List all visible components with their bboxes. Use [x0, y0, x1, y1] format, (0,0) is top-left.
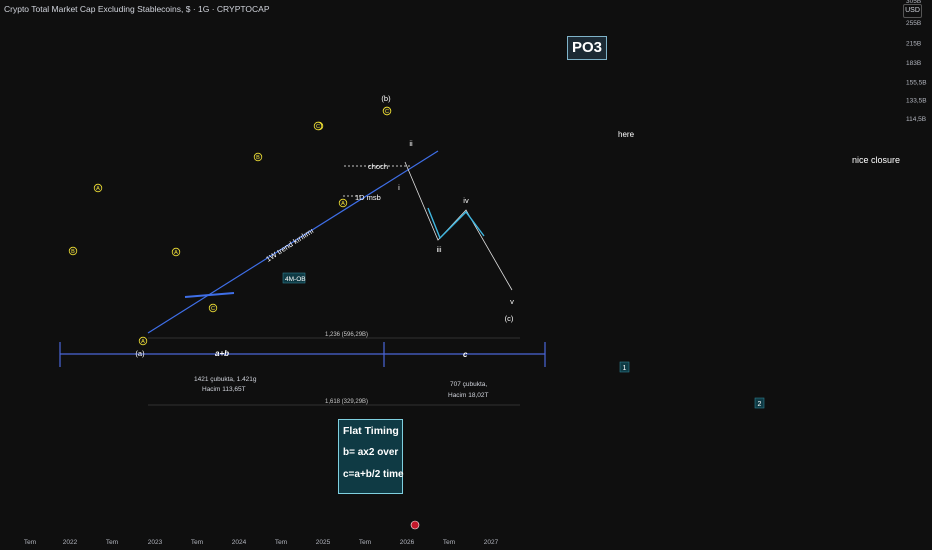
moving-average-series	[147, 150, 439, 334]
measure-c-bars: 707 çubukta,	[450, 381, 487, 388]
wave-circle-label: A	[141, 339, 145, 345]
x-tick-label: Tem	[443, 539, 455, 546]
projection-paths	[404, 161, 513, 291]
wave-label: i	[398, 183, 400, 192]
y-tick-label: 155,5B	[906, 79, 927, 86]
wave-label: ii	[409, 139, 413, 148]
weekly-trendline	[147, 150, 439, 334]
wave-circle-label: A	[96, 186, 100, 192]
wave-label: (a)	[135, 349, 145, 358]
projection-2-label: 2	[758, 401, 762, 408]
note-line-1: Flat Timing	[343, 425, 399, 437]
level-lines	[59, 337, 546, 406]
wave-circle-label: B	[71, 249, 75, 255]
wave-circle	[313, 121, 323, 131]
x-tick-label: Tem	[191, 539, 203, 546]
x-tick-label: 2023	[148, 539, 163, 546]
msb-label: 1D msb	[355, 193, 381, 202]
wave-circle-label: C	[385, 109, 389, 115]
x-tick-label: Tem	[24, 539, 36, 546]
x-tick-label: 2024	[232, 539, 247, 546]
wave-circle	[338, 198, 348, 208]
x-tick-label: 2027	[484, 539, 499, 546]
x-tick-label: 2025	[316, 539, 331, 546]
wave-circle	[171, 247, 181, 257]
y-tick-label: 305B	[906, 0, 921, 5]
ob-label: 4M-OB	[285, 276, 306, 283]
wave-label: iv	[463, 196, 469, 205]
choch-label: choch	[368, 162, 388, 171]
x-tick-label: Tem	[359, 539, 371, 546]
here-label: here	[618, 130, 635, 139]
measure-ab-bars: 1421 çubukta, 1.421g	[194, 376, 257, 383]
wave-circle	[68, 246, 78, 256]
x-tick-label: Tem	[106, 539, 118, 546]
x-tick-label: Tem	[275, 539, 287, 546]
wave-circle-label: B	[256, 155, 260, 161]
measure-ab-label: a+b	[215, 349, 229, 358]
fib-level-label: 1,618 (329,29B)	[325, 399, 368, 405]
measure-ab-volume: Hacim 113,65T	[202, 386, 246, 393]
wave-circle	[382, 106, 392, 116]
nice-closure-label: nice closure	[852, 155, 900, 165]
currency-button[interactable]: USD	[903, 4, 922, 18]
note-line-3: c=a+b/2 time	[343, 469, 404, 480]
y-tick-label: 255B	[906, 20, 921, 27]
wave-projection-zone	[427, 207, 485, 240]
wave-circle-label: A	[174, 250, 178, 256]
wave-circle-label: A	[341, 201, 345, 207]
y-tick-label: 114,5B	[906, 116, 926, 123]
y-tick-label: 133,5B	[906, 98, 927, 105]
wave-label: v	[510, 297, 514, 306]
wave-circle-label: C	[211, 306, 215, 312]
ob-badge	[282, 272, 306, 284]
wave-label: (b)	[381, 94, 391, 103]
price-axis: 9,6T8T6,8T5,8T4,8T4T3,4T2,8T2,4T2T1,7T1,…	[906, 0, 927, 123]
po3-label: PO3	[567, 36, 607, 60]
wave-projection-line	[404, 161, 513, 291]
wave-label: (c)	[505, 314, 514, 323]
wave-label: iii	[437, 245, 442, 254]
wave-circle-label: C	[316, 124, 320, 130]
note-line-2: b= ax2 over	[343, 447, 399, 458]
x-tick-label: 2026	[400, 539, 415, 546]
projection-1-label: 1	[623, 365, 627, 372]
projection-1-badge	[619, 361, 630, 373]
measure-c-label: c	[463, 350, 468, 359]
wave-circle	[208, 303, 218, 313]
chart-title: Crypto Total Market Cap Excluding Stable…	[4, 4, 270, 14]
flat-timing-note: Flat Timing b= ax2 over c=a+b/2 time	[338, 419, 404, 494]
ob-line	[184, 292, 235, 298]
y-tick-label: 183B	[906, 60, 921, 67]
wave-circle	[93, 183, 103, 193]
fib-level-label: 1,236 (596,29B)	[325, 332, 368, 338]
y-tick-label: 215B	[906, 40, 921, 47]
measure-c-volume: Hacim 18,02T	[448, 392, 488, 399]
projection-2-badge	[754, 397, 765, 409]
wave-circle	[253, 152, 263, 162]
x-tick-label: 2022	[63, 539, 78, 546]
event-flag-icon	[410, 520, 420, 530]
time-axis: Tem 2022 Tem 2023 Tem 2024 Tem 2025 Tem 2026 Tem 20…	[24, 520, 499, 546]
wave-circle	[138, 336, 148, 346]
